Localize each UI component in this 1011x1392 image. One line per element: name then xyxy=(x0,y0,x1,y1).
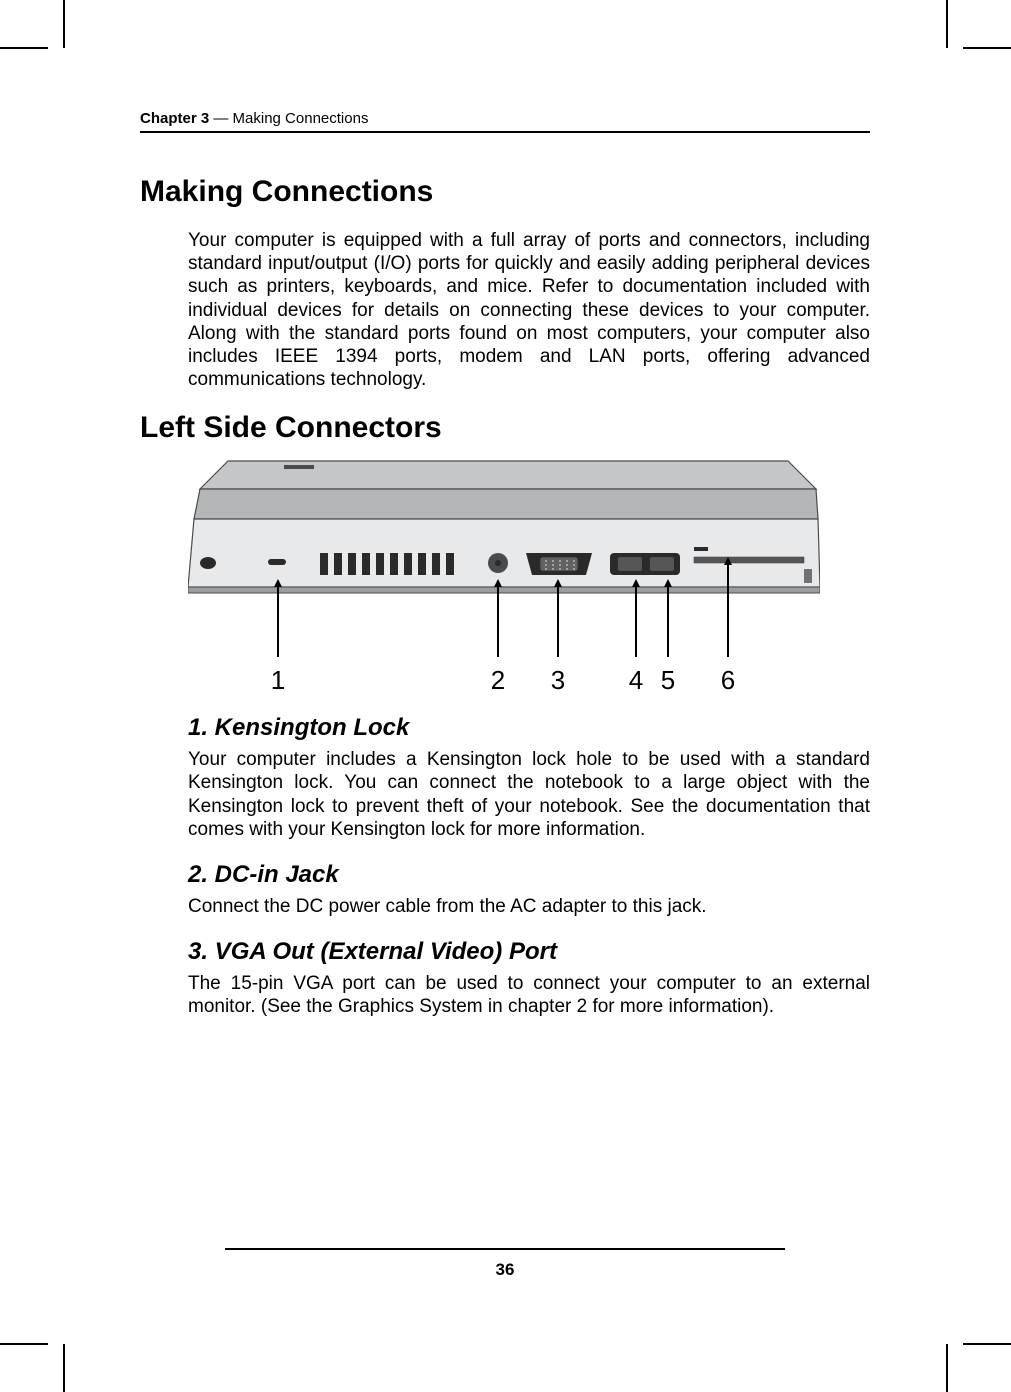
svg-text:3: 3 xyxy=(551,665,565,695)
heading-kensington-lock: 1. Kensington Lock xyxy=(188,714,870,742)
crop-mark xyxy=(0,47,48,49)
header-separator: — xyxy=(209,110,232,127)
svg-text:5: 5 xyxy=(661,665,675,695)
svg-text:4: 4 xyxy=(629,665,643,695)
svg-text:1: 1 xyxy=(271,665,285,695)
page-number: 36 xyxy=(140,1260,870,1280)
heading-dc-in-jack: 2. DC-in Jack xyxy=(188,861,870,889)
footer-rule xyxy=(225,1248,785,1250)
heading-making-connections: Making Connections xyxy=(140,175,870,209)
crop-mark xyxy=(63,1344,65,1392)
chapter-label: Chapter 3 xyxy=(140,110,209,127)
page-footer: 36 xyxy=(140,1248,870,1280)
page-content: Chapter 3 — Making Connections Making Co… xyxy=(140,110,870,1038)
heading-left-side-connectors: Left Side Connectors xyxy=(140,411,870,445)
para-vga-out: The 15-pin VGA port can be used to conne… xyxy=(188,972,870,1018)
crop-mark xyxy=(63,0,65,48)
laptop-side-diagram: 1 2 3 45 6 xyxy=(188,457,870,706)
para-dc-in-jack: Connect the DC power cable from the AC a… xyxy=(188,895,870,918)
crop-mark xyxy=(0,1343,48,1345)
crop-mark xyxy=(946,0,948,48)
heading-vga-out: 3. VGA Out (External Video) Port xyxy=(188,938,870,966)
crop-mark xyxy=(963,47,1011,49)
svg-text:2: 2 xyxy=(491,665,505,695)
crop-mark xyxy=(946,1344,948,1392)
para-intro: Your computer is equipped with a full ar… xyxy=(188,229,870,391)
crop-mark xyxy=(963,1343,1011,1345)
running-header: Chapter 3 — Making Connections xyxy=(140,110,870,133)
para-kensington-lock: Your computer includes a Kensington lock… xyxy=(188,748,870,841)
chapter-title: Making Connections xyxy=(233,110,369,127)
svg-text:6: 6 xyxy=(721,665,735,695)
